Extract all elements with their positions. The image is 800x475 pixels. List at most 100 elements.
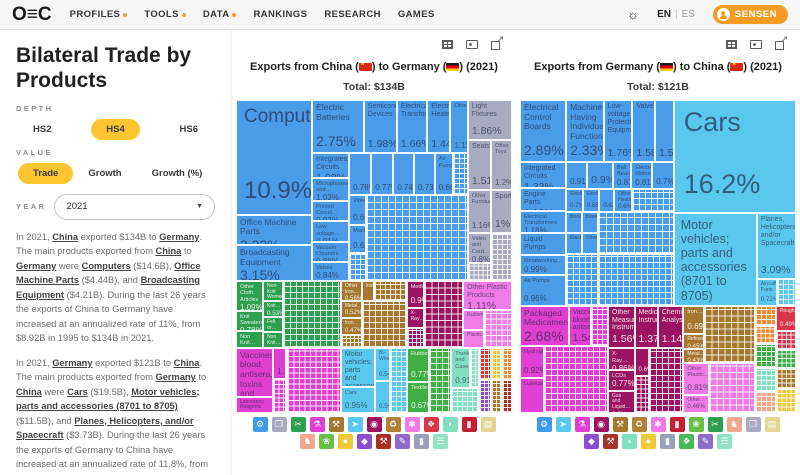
category-icon-paper-goods[interactable]: ▤ — [480, 417, 496, 432]
treemap-mosaic[interactable] — [502, 380, 512, 413]
treemap-mosaic[interactable] — [634, 376, 650, 413]
share-icon[interactable] — [775, 40, 784, 52]
text-link-planes-helicopters-and-or-spacecraft[interactable]: Planes, Helicopters, and/or Spacecraft — [16, 415, 194, 441]
tile-integrated-circuits[interactable]: Integrated Circuits 1.33% — [520, 161, 567, 189]
tile-electrical[interactable]: Electrical… 0.68% — [582, 188, 600, 213]
tile-rubber[interactable]: Rubber… 0.77% — [407, 347, 429, 382]
tile-microphones-and[interactable]: Microphones and… 1.03% — [312, 177, 350, 201]
tile-air-pumps[interactable]: Air Pumps 0.66% — [434, 153, 453, 196]
tile-computers[interactable]: Computers 10.9% — [236, 100, 313, 215]
category-icon-miscellaneous[interactable]: ❒ — [745, 417, 761, 432]
treemap-mosaic[interactable] — [491, 347, 503, 381]
treemap-mosaic[interactable] — [491, 380, 503, 413]
tile-video-and-card[interactable]: Video and Card… 0.8% — [467, 233, 491, 263]
nav-item-profiles[interactable]: PROFILES — [70, 9, 128, 20]
category-icon-mineral-products[interactable]: ⚒ — [603, 434, 618, 449]
text-link-germany[interactable]: Germany — [155, 372, 196, 383]
category-icon-footwear-headwear[interactable]: ❖ — [679, 434, 694, 449]
treemap-tile[interactable]: 0.9% — [587, 161, 613, 189]
nav-item-data[interactable]: DATA — [203, 9, 237, 20]
text-link-computers[interactable]: Computers — [81, 260, 131, 271]
category-icon-transportation[interactable]: ➤ — [555, 417, 571, 432]
tile-electric-batteries[interactable]: Electric Batteries 2.75% — [312, 100, 364, 154]
treemap-mosaic[interactable] — [365, 195, 468, 281]
tile-iron[interactable]: Iron… — [361, 280, 374, 301]
treemap-mosaic[interactable] — [349, 253, 366, 281]
tile-hydrogen[interactable]: Hydrogen 0.92% — [520, 346, 544, 379]
table-icon[interactable] — [442, 40, 453, 52]
treemap-mosaic[interactable] — [479, 380, 491, 413]
year-select[interactable]: 2021 ▼ — [54, 193, 215, 220]
tile-lcds[interactable]: LCDs 0.77% — [608, 370, 635, 391]
tile-broadcasting-equipment[interactable]: Broadcasting Equipment 3.15% — [236, 244, 313, 281]
text-link-china[interactable]: China — [173, 357, 200, 368]
treemap-mosaic[interactable] — [649, 348, 684, 413]
tile-iron[interactable]: Iron… 0.47% — [340, 318, 362, 335]
text-link-office-machine-parts[interactable]: Office Machine Parts — [16, 260, 201, 286]
category-icon-arts-antiques[interactable]: ✎ — [698, 434, 713, 449]
category-icon-weapons[interactable]: ▮ — [461, 417, 477, 432]
category-icon-plastics-rubbers[interactable]: ✱ — [404, 417, 420, 432]
treemap-tile[interactable]: 0.6% — [634, 348, 650, 377]
tile-bi-wheel[interactable]: Bi-Wheel… 0.54% — [375, 347, 390, 382]
tile-other-heating[interactable]: Other Heating…0.6% — [614, 188, 633, 213]
treemap-mosaic[interactable] — [754, 368, 776, 393]
tile-knit[interactable]: Knit… 0.53% — [263, 300, 283, 318]
category-icon-machines[interactable]: ⚙ — [536, 417, 552, 432]
tile-metalworking[interactable]: Metalworking… 0.99% — [520, 255, 567, 276]
tile-electric[interactable]: Electric… 0.7% — [566, 188, 583, 213]
category-icon-paper-goods[interactable]: ▤ — [764, 417, 780, 432]
category-icon-footwear-headwear[interactable]: ❖ — [423, 417, 439, 432]
tile-seats[interactable]: Seats 1.51% — [467, 140, 491, 191]
treemap-tile[interactable]: 1.55% — [654, 100, 674, 162]
treemap-tile[interactable]: 0.73% — [414, 153, 435, 196]
category-icon-wood-products[interactable]: ♻ — [385, 417, 401, 432]
text-link-china[interactable]: China — [155, 246, 182, 257]
tile-packaged-medicaments[interactable]: Packaged Medicaments2.68% — [520, 305, 569, 347]
image-icon[interactable] — [466, 40, 478, 52]
category-icon-vegetable-products[interactable]: ❀ — [688, 417, 704, 432]
tile-other-plastic-products[interactable]: Other Plastic Products 1.11% — [463, 280, 512, 311]
treemap-mosaic[interactable] — [470, 347, 480, 388]
tile-machinery-having-individual-functions[interactable]: Machinery Having Individual Functions2.3… — [566, 100, 604, 162]
category-icon-instruments[interactable]: ◉ — [593, 417, 609, 432]
tile-other[interactable]: Other… 0.46% — [683, 394, 709, 413]
category-icon-miscellaneous[interactable]: ❒ — [271, 417, 287, 432]
tile-vacuum-cleaners[interactable]: Vacuum Cleaners0.88% — [312, 241, 350, 262]
tile-air-pumps[interactable]: Air Pumps 0.96% — [520, 275, 567, 306]
treemap-tile[interactable]: 0.5% — [375, 381, 390, 413]
treemap-mosaic[interactable] — [598, 253, 674, 306]
tile-cars[interactable]: Cars 0.96% — [340, 387, 376, 413]
treemap-mosaic[interactable] — [754, 305, 776, 326]
table-icon[interactable] — [726, 40, 737, 52]
category-icon-textile-articles[interactable]: ☰ — [433, 434, 448, 449]
tile-motor-vehicles-parts-and-accessories-87[interactable]: Motor vehicles; parts and accessories (8… — [340, 347, 376, 388]
treemap-mosaic[interactable] — [451, 387, 480, 413]
tile-plastic[interactable]: Plastic… — [463, 329, 485, 348]
tile-electrical-control-boards[interactable]: Electrical Control Boards 2.89% — [520, 100, 567, 162]
tile-other[interactable]: Other… 1.13% — [450, 100, 468, 154]
account-button[interactable]: SENSEN — [712, 5, 788, 24]
image-icon[interactable] — [750, 40, 762, 52]
share-icon[interactable] — [491, 40, 500, 52]
tile-electrical-transformers[interactable]: Electrical Transformers 1.18% — [520, 210, 567, 234]
tile-medical[interactable]: Medical… 0.9% — [406, 280, 425, 309]
tile-metal[interactable]: Metal… 0.52% — [340, 300, 362, 319]
treemap-mosaic[interactable] — [704, 305, 755, 363]
tile-cars[interactable]: Cars 16.2% — [673, 100, 796, 213]
category-icon-machines[interactable]: ⚙ — [252, 417, 268, 432]
tile-planes-helicopters-and-or-spacecraft[interactable]: Planes, Helicopters, and/or Spacecraft 3.… — [756, 212, 796, 280]
tile-other-plastic[interactable]: Other Plastic… 0.81% — [683, 362, 709, 395]
treemap-mosaic[interactable] — [598, 212, 674, 254]
tile-rough[interactable]: Rough… 0.49% — [775, 305, 796, 331]
treemap-tile[interactable]: 0.7% — [652, 161, 674, 189]
tile-other-cloth-articles[interactable]: Other Cloth Articles 1.09% — [236, 280, 264, 311]
tile-laboratory-reagents[interactable]: Laboratory Reagents — [236, 396, 274, 413]
nav-item-tools[interactable]: TOOLS — [144, 9, 186, 20]
tile-rubber[interactable]: Rubber… — [463, 310, 485, 330]
tile-liquid-pumps[interactable]: Liquid Pumps1.14% — [520, 233, 567, 256]
tile-video[interactable]: Video… 0.65% — [349, 195, 366, 226]
category-icon-transportation[interactable]: ➤ — [347, 417, 363, 432]
treemap-mosaic[interactable] — [340, 334, 362, 348]
